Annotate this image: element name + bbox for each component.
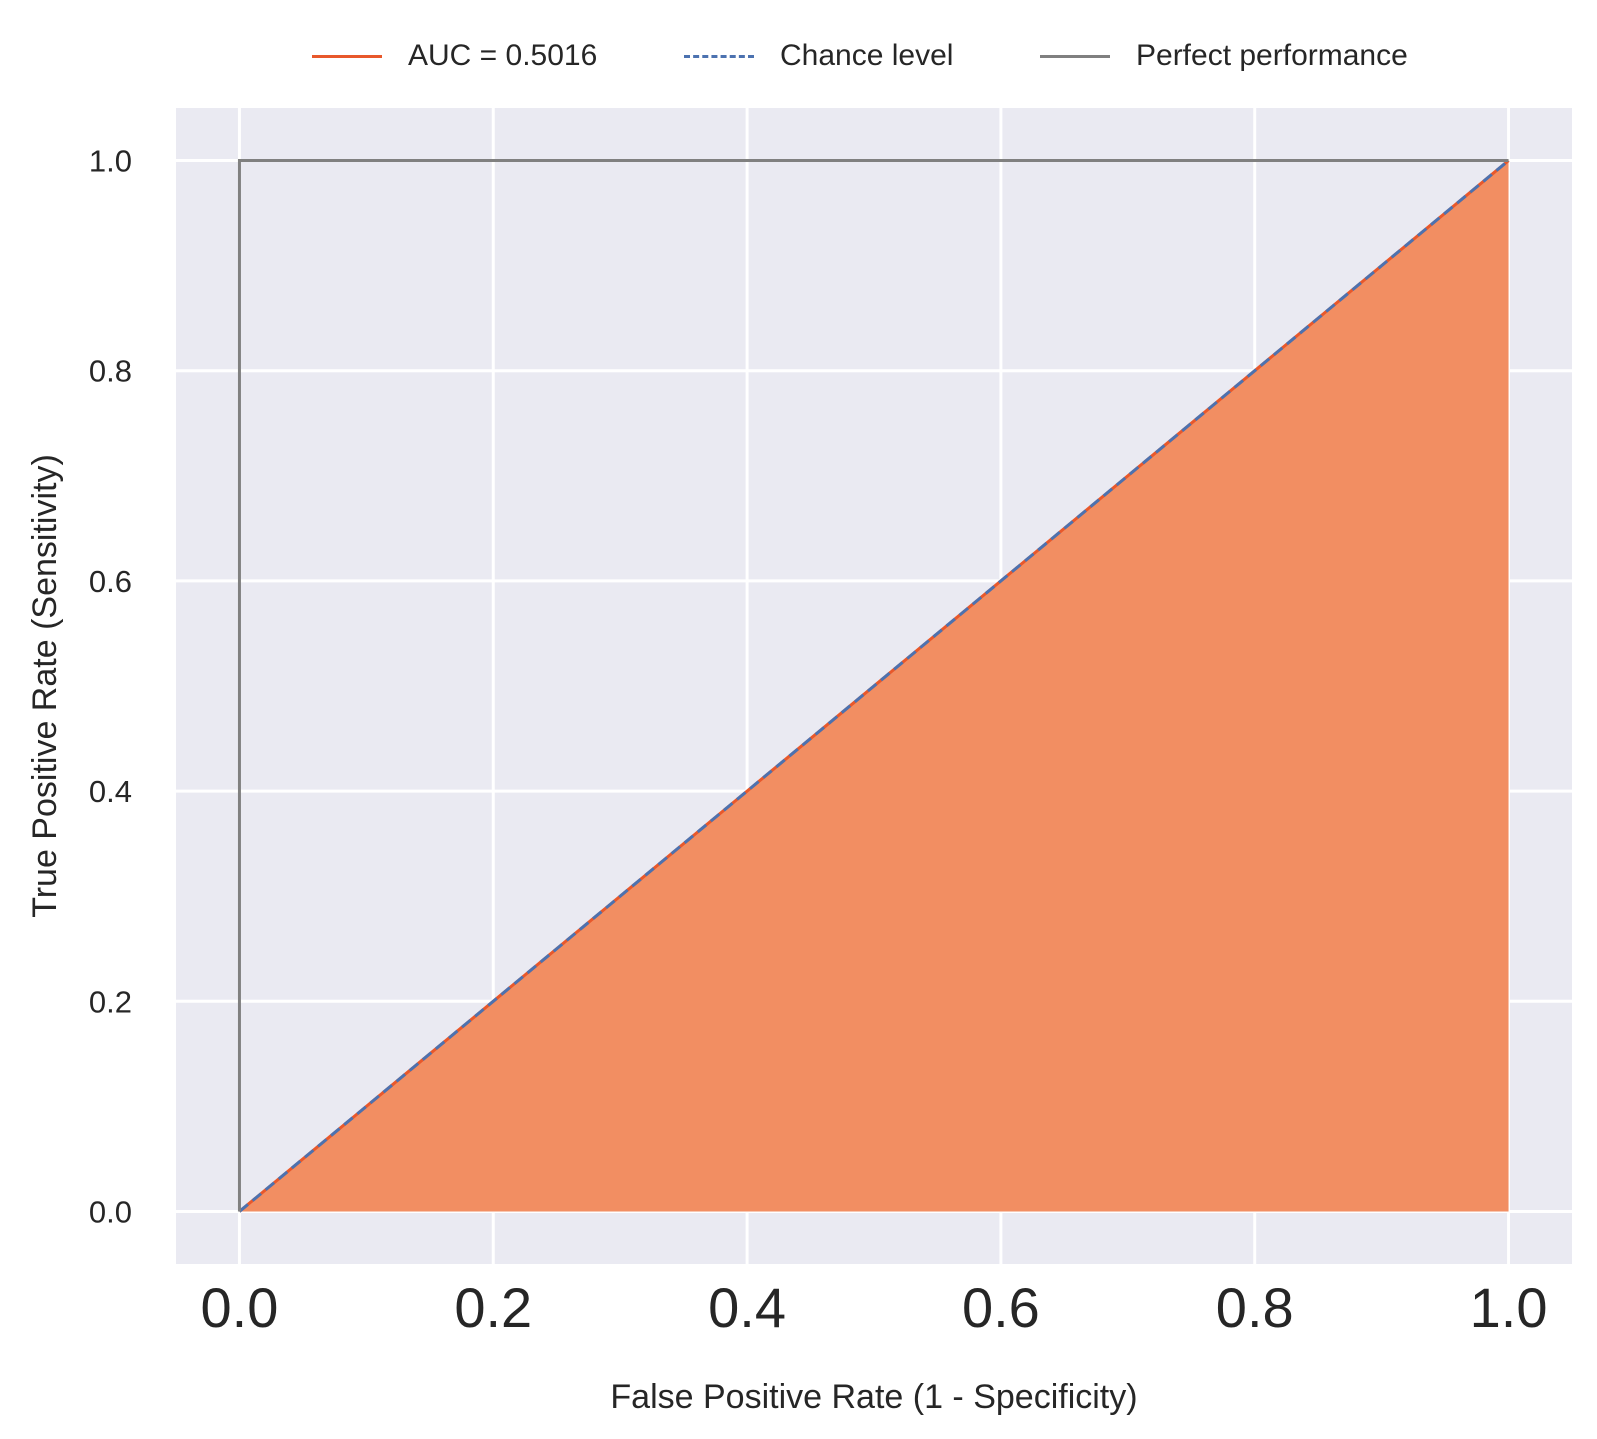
y-tick-label: 0.6	[89, 564, 132, 599]
x-axis-label: False Positive Rate (1 - Specificity)	[610, 1378, 1137, 1416]
y-tick-label: 1.0	[89, 144, 132, 179]
y-axis-label: True Positive Rate (Sensitivity)	[26, 454, 64, 918]
y-tick-label: 0.8	[89, 354, 132, 389]
y-tick-label: 0.0	[89, 1194, 132, 1229]
chance-level-line	[238, 159, 1510, 1213]
y-tick-label: 0.4	[89, 774, 132, 809]
legend-item-auc: AUC = 0.5016	[312, 30, 597, 82]
x-tick-label: 0.4	[708, 1276, 786, 1339]
perfect-performance-line	[237, 159, 1509, 1212]
legend-swatch-perfect	[1040, 54, 1110, 58]
legend-item-perfect: Perfect performance	[1040, 30, 1408, 82]
series-layer	[237, 159, 1510, 1213]
legend-item-chance: Chance level	[684, 30, 953, 82]
y-tick-labels: 0.0 0.2 0.4 0.6 0.8 1.0	[89, 144, 132, 1230]
y-tick-label: 0.2	[89, 984, 132, 1019]
x-tick-label: 1.0	[1470, 1276, 1548, 1339]
legend-label-auc: AUC = 0.5016	[408, 39, 598, 72]
legend: AUC = 0.5016 Chance level Perfect perfor…	[0, 30, 1597, 82]
x-tick-label: 0.0	[201, 1276, 279, 1339]
legend-label-chance: Chance level	[780, 39, 954, 72]
legend-swatch-auc	[312, 54, 382, 58]
legend-label-perfect: Perfect performance	[1136, 39, 1408, 72]
x-tick-label: 0.8	[1216, 1276, 1294, 1339]
x-tick-label: 0.2	[454, 1276, 532, 1339]
x-tick-labels: 0.0 0.2 0.4 0.6 0.8 1.0	[201, 1276, 1548, 1339]
x-tick-label: 0.6	[962, 1276, 1040, 1339]
legend-swatch-chance	[684, 54, 754, 58]
